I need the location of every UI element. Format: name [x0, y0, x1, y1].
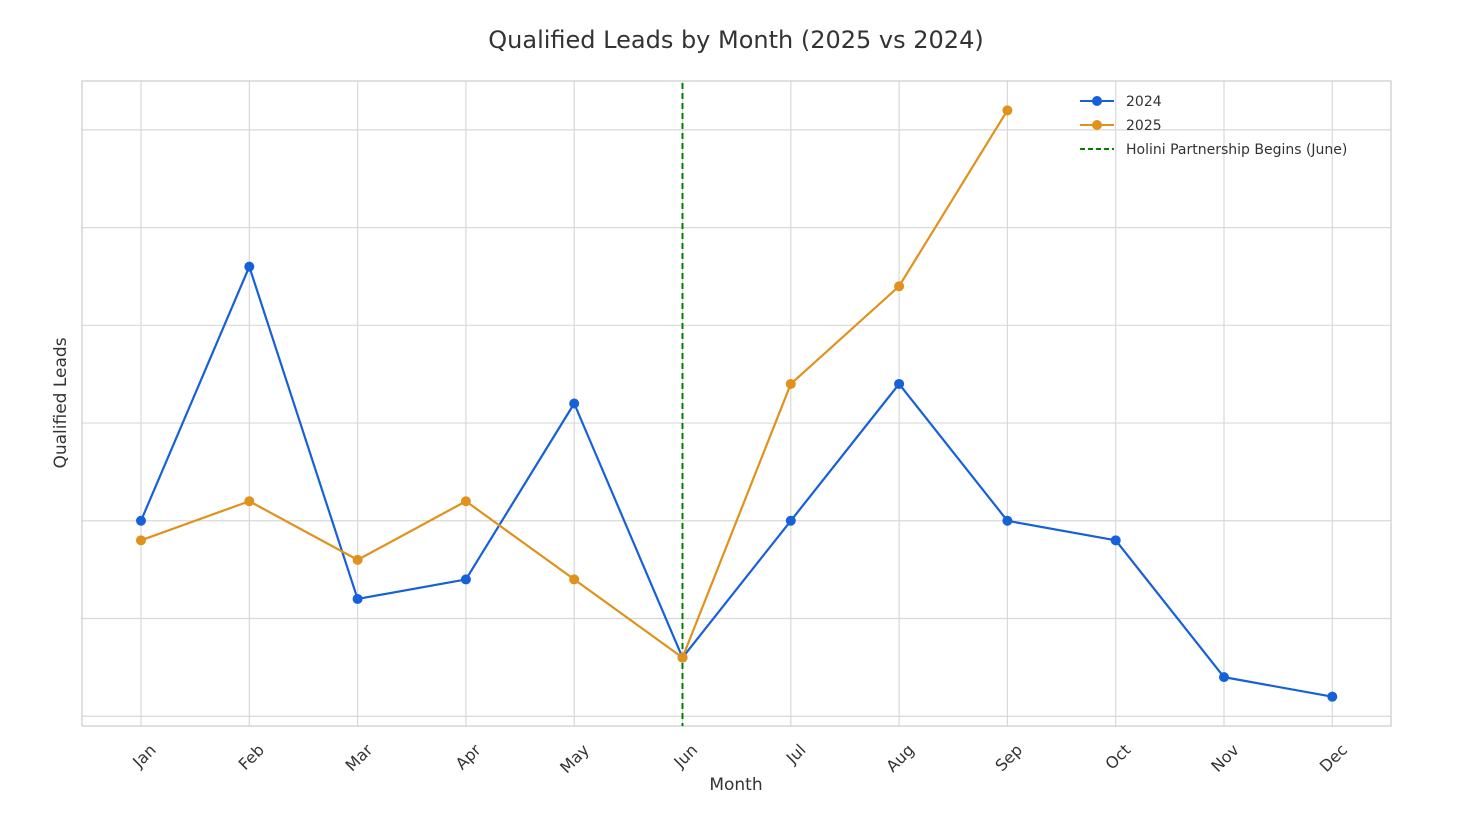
data-point-2025-Mar — [352, 554, 363, 565]
data-point-2024-Apr — [460, 574, 471, 585]
data-point-2024-Dec — [1327, 691, 1338, 702]
x-tick-label: Jun — [669, 740, 701, 772]
legend-item: Holini Partnership Begins (June) — [1080, 142, 1347, 158]
legend-label: 2025 — [1126, 118, 1162, 134]
data-point-2024-Oct — [1110, 535, 1121, 546]
grid — [82, 81, 1391, 726]
y-axis-label: Qualified Leads — [51, 337, 71, 468]
legend-item: 2025 — [1080, 118, 1162, 134]
legend-marker — [1092, 96, 1102, 106]
x-tick-label: Nov — [1207, 740, 1243, 776]
data-point-2025-Aug — [894, 281, 905, 292]
x-axis-label: Month — [709, 775, 762, 795]
x-tick-label: Oct — [1101, 740, 1134, 773]
x-tick-label: Feb — [235, 740, 268, 773]
chart-title: Qualified Leads by Month (2025 vs 2024) — [488, 26, 983, 54]
data-point-2025-Apr — [460, 496, 471, 507]
x-tick-label: Jul — [782, 740, 810, 768]
legend-item: 2024 — [1080, 94, 1162, 110]
series-2024 — [136, 261, 1338, 702]
data-point-2025-Sep — [1002, 105, 1013, 116]
data-point-2024-May — [569, 398, 580, 409]
data-point-2025-Feb — [244, 496, 255, 507]
data-point-2024-Aug — [894, 378, 905, 389]
data-point-2024-Mar — [352, 593, 363, 604]
data-point-2024-Feb — [244, 261, 255, 272]
x-tick-label: Mar — [342, 740, 377, 775]
data-point-2024-Jan — [136, 515, 146, 526]
x-tick-label: Dec — [1316, 740, 1351, 775]
x-tick-label: Sep — [991, 740, 1026, 775]
legend-marker — [1092, 120, 1102, 130]
legend-label: Holini Partnership Begins (June) — [1126, 142, 1347, 158]
data-point-2025-Jun — [677, 652, 688, 663]
data-point-2024-Sep — [1002, 515, 1013, 526]
x-tick-label: Apr — [452, 740, 485, 773]
data-point-2025-May — [569, 574, 580, 585]
x-tick-label: Aug — [882, 740, 918, 776]
legend-label: 2024 — [1126, 94, 1162, 110]
series-layer — [136, 105, 1338, 702]
legend: 2024 2025 Holini Partnership Begins (June) — [1080, 94, 1347, 158]
x-tick-label: May — [556, 740, 593, 777]
x-tick-labels: Jan Feb Mar Apr May Jun Jul Aug Sep Oct Nov Dec — [128, 740, 1351, 777]
plot-frame — [81, 80, 1392, 727]
data-point-2024-Nov — [1219, 672, 1229, 683]
series-2025 — [136, 105, 1013, 663]
series-line-2024 — [139, 265, 1333, 698]
data-point-2024-Jul — [785, 515, 796, 526]
x-tick-label: Jan — [128, 740, 160, 772]
data-point-2025-Jul — [785, 378, 796, 389]
data-point-2025-Jan — [136, 535, 146, 546]
